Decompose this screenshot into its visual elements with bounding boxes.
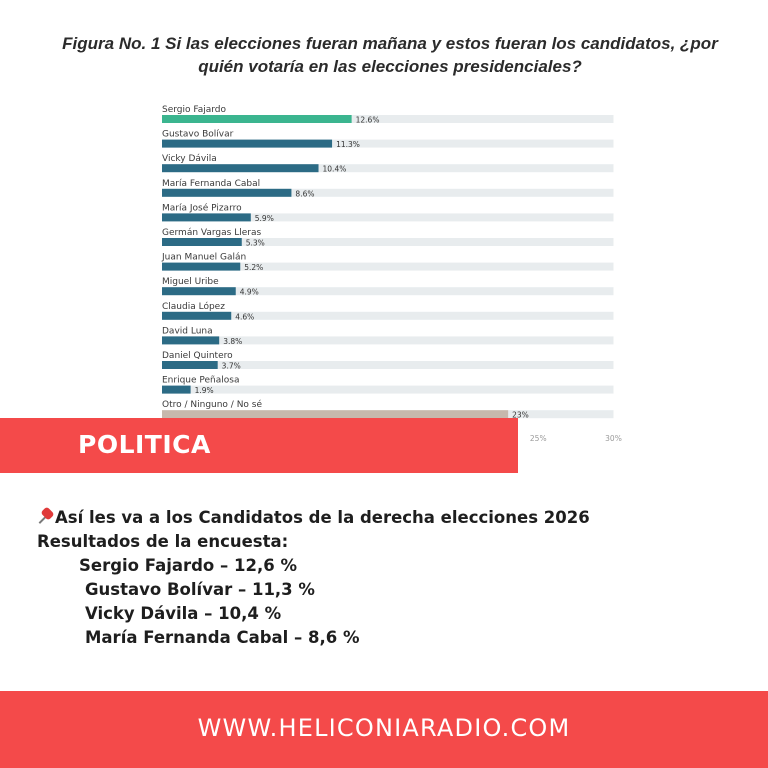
pushpin-icon — [37, 506, 55, 525]
category-label: David Luna — [162, 326, 213, 336]
value-label: 23% — [512, 411, 529, 420]
bar — [162, 336, 220, 345]
caption-result-4: María Fernanda Cabal – 8,6 % — [85, 628, 360, 647]
bar-track — [162, 238, 614, 246]
value-label: 4.9% — [240, 288, 259, 297]
bar — [162, 410, 509, 419]
x-tick-label: 30% — [605, 434, 622, 443]
value-label: 10.4% — [323, 165, 347, 174]
chart-title-line-2: quién votaría en las elecciones presiden… — [198, 57, 582, 76]
bar-track — [162, 115, 614, 123]
value-label: 3.8% — [223, 337, 242, 346]
category-label: Sergio Fajardo — [162, 105, 227, 115]
value-label: 12.6% — [356, 116, 380, 125]
bar — [162, 311, 232, 320]
bar-track — [162, 213, 614, 222]
value-label: 11.3% — [336, 140, 360, 149]
category-label: María José Pizarro — [162, 202, 242, 213]
category-label: Daniel Quintero — [162, 351, 233, 361]
bar-track — [162, 361, 614, 369]
caption-subhead: Resultados de la encuesta: — [37, 532, 289, 551]
x-tick-label: 25% — [530, 434, 547, 443]
category-label: Vicky Dávila — [162, 154, 217, 164]
website-url[interactable]: WWW.HELICONIARADIO.COM — [197, 714, 571, 742]
bar-track — [162, 336, 614, 345]
category-label: María Fernanda Cabal — [162, 179, 260, 189]
post-caption: Así les va a los Candidatos de la derech… — [37, 506, 590, 650]
category-banner: POLITICA — [0, 418, 518, 473]
bar — [162, 287, 236, 296]
chart-title-line-1: Figura No. 1 Si las elecciones fueran ma… — [62, 34, 718, 53]
bar — [162, 164, 319, 173]
category-label: Gustavo Bolívar — [162, 130, 234, 140]
chart-title: Figura No. 1 Si las elecciones fueran ma… — [40, 32, 740, 78]
caption-headline: Así les va a los Candidatos de la derech… — [55, 508, 590, 527]
bar-track — [162, 262, 614, 271]
value-label: 5.2% — [244, 263, 263, 272]
bar-track — [162, 287, 614, 296]
bar — [162, 361, 218, 369]
value-label: 8.6% — [295, 189, 314, 198]
bar — [162, 262, 241, 271]
value-label: 1.9% — [195, 386, 214, 395]
bar — [162, 238, 242, 246]
bar — [162, 385, 191, 394]
value-label: 5.9% — [255, 214, 274, 223]
caption-result-1: Sergio Fajardo – 12,6 % — [79, 556, 297, 575]
category-label: Claudia López — [162, 301, 225, 312]
category-label: Enrique Peñalosa — [162, 376, 239, 386]
bar — [162, 139, 333, 148]
bar — [162, 115, 352, 123]
category-label: Miguel Uribe — [162, 277, 219, 287]
value-label: 4.6% — [235, 312, 254, 321]
category-label: Germán Vargas Lleras — [162, 228, 261, 238]
category-label: Otro / Ninguno / No sé — [162, 399, 262, 410]
bar-track — [162, 139, 614, 148]
category-label: Juan Manuel Galán — [161, 253, 246, 263]
bar-track — [162, 311, 614, 320]
value-label: 5.3% — [246, 239, 265, 248]
caption-result-2: Gustavo Bolívar – 11,3 % — [85, 580, 315, 599]
value-label: 3.7% — [222, 362, 241, 371]
footer-bar: WWW.HELICONIARADIO.COM — [0, 691, 768, 768]
bar-track — [162, 188, 614, 197]
caption-headline-line: Así les va a los Candidatos de la derech… — [37, 506, 590, 530]
bar-track — [162, 164, 614, 173]
caption-result-3: Vicky Dávila – 10,4 % — [85, 604, 282, 623]
bar-track — [162, 385, 614, 394]
bar — [162, 188, 292, 197]
category-label: POLITICA — [78, 430, 211, 459]
bar — [162, 213, 251, 222]
